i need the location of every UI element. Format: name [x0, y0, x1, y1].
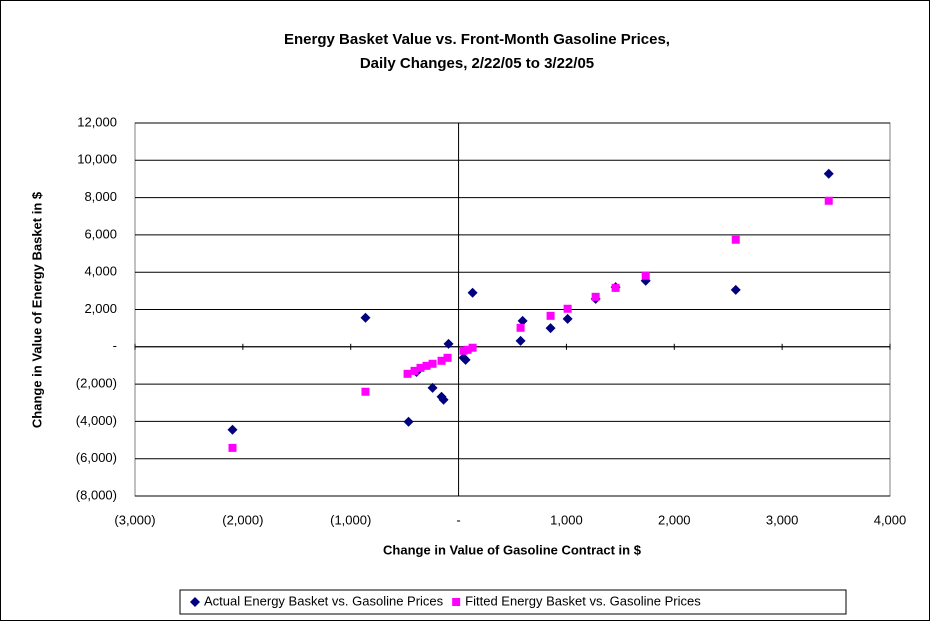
y-tick-label: 12,000	[77, 114, 117, 129]
point	[459, 346, 468, 355]
point	[360, 312, 371, 323]
point	[428, 359, 437, 368]
legend-marker	[452, 598, 461, 606]
y-tick-label: 10,000	[77, 152, 117, 167]
legend-label: Fitted Energy Basket vs. Gasoline Prices	[465, 593, 701, 608]
point	[361, 387, 370, 396]
point	[731, 235, 740, 244]
y-tick-label: 4,000	[84, 264, 117, 279]
y-tick-label: (8,000)	[76, 487, 117, 502]
point	[443, 338, 454, 349]
point	[463, 345, 472, 354]
point	[467, 287, 478, 298]
point	[438, 394, 449, 405]
point	[403, 416, 414, 427]
point	[730, 284, 741, 295]
y-tick-label: 6,000	[84, 226, 117, 241]
x-tick-label: (3,000)	[114, 512, 155, 527]
chart-title: Energy Basket Value vs. Front-Month Gaso…	[284, 31, 670, 48]
point	[227, 424, 238, 435]
point	[562, 313, 573, 324]
legend-marker	[190, 597, 200, 607]
x-tick-label: 1,000	[550, 512, 583, 527]
x-tick-label: 2,000	[658, 512, 691, 527]
point	[427, 382, 438, 393]
point	[437, 356, 446, 365]
point	[515, 335, 526, 346]
point	[443, 353, 452, 362]
x-tick-label: 4,000	[874, 512, 907, 527]
y-tick-label: (6,000)	[76, 450, 117, 465]
point	[641, 271, 650, 280]
point	[563, 304, 572, 313]
legend-box	[179, 589, 847, 615]
point	[517, 315, 528, 326]
point	[416, 363, 425, 372]
point	[546, 311, 555, 320]
legend-label: Actual Energy Basket vs. Gasoline Prices	[204, 593, 444, 608]
y-tick-label: 8,000	[84, 189, 117, 204]
y-tick-label: (4,000)	[76, 413, 117, 428]
point	[516, 323, 525, 332]
point	[410, 366, 419, 375]
x-tick-label: (2,000)	[222, 512, 263, 527]
point	[403, 369, 412, 378]
point	[824, 196, 833, 205]
point	[460, 354, 471, 365]
y-axis-label: Change in Value of Energy Basket in $	[29, 191, 44, 428]
y-tick-label: (2,000)	[76, 376, 117, 391]
chart-subtitle: Daily Changes, 2/22/05 to 3/22/05	[360, 55, 594, 72]
y-tick-label: 2,000	[84, 301, 117, 316]
point	[228, 443, 237, 452]
point	[611, 283, 620, 292]
y-tick-label: -	[113, 338, 117, 353]
point	[823, 168, 834, 179]
x-tick-label: (1,000)	[330, 512, 371, 527]
point	[422, 361, 431, 370]
x-tick-label: 3,000	[766, 512, 799, 527]
point	[468, 343, 477, 352]
point	[591, 292, 600, 301]
x-axis-label: Change in Value of Gasoline Contract in …	[383, 542, 642, 557]
x-tick-label: -	[456, 512, 460, 527]
point	[545, 323, 556, 334]
